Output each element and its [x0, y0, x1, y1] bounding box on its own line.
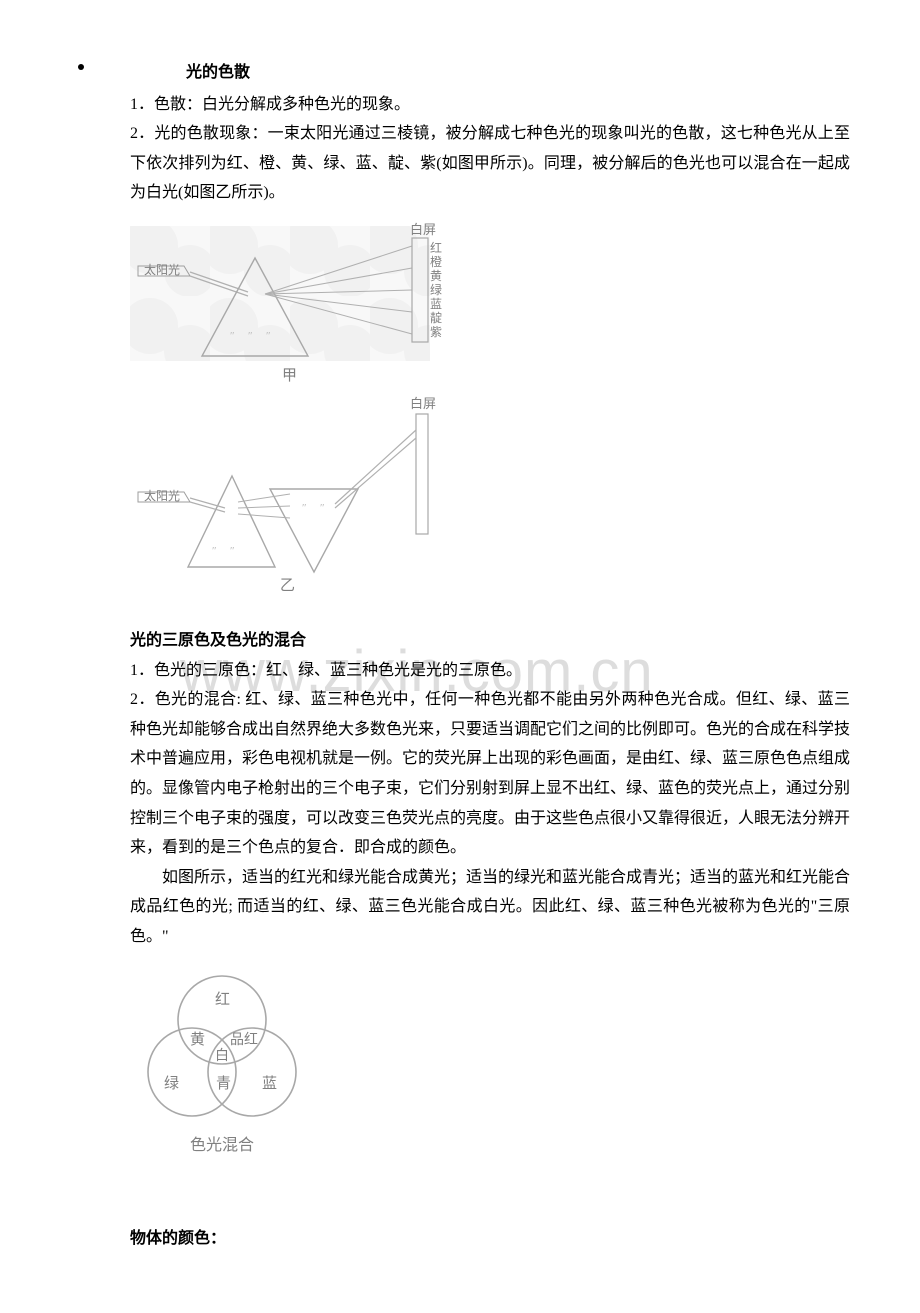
figure-prism-a: 太阳光 ″ ″ ″ 白屏 红 橙	[130, 216, 850, 386]
svg-text:″: ″	[302, 502, 307, 514]
svg-text:蓝: 蓝	[430, 297, 442, 311]
svg-text:品红: 品红	[230, 1032, 258, 1048]
caption-a: 甲	[282, 368, 297, 384]
paragraph: 2．光的色散现象：一束太阳光通过三棱镜，被分解成七种色光的现象叫光的色散，这七种…	[130, 119, 850, 208]
svg-text:黄: 黄	[430, 269, 442, 283]
svg-text:红: 红	[430, 240, 442, 255]
figure-prism-b: 白屏 太阳光 ″ ″ ″ ″	[130, 394, 850, 594]
section-title-primary-colors: 光的三原色及色光的混合	[130, 626, 850, 656]
svg-text:″: ″	[230, 330, 235, 342]
svg-text:白: 白	[215, 1048, 229, 1064]
caption-venn: 色光混合	[190, 1136, 254, 1154]
label-sunlight: 太阳光	[144, 262, 180, 277]
svg-text:太阳光: 太阳光	[144, 488, 180, 503]
svg-text:″: ″	[320, 502, 325, 514]
section-title-object-color: 物体的颜色：	[130, 1224, 850, 1254]
paragraph: 1．色光的三原色：红、绿、蓝三种色光是光的三原色。	[130, 656, 850, 686]
svg-text:″: ″	[266, 330, 271, 342]
svg-text:″: ″	[230, 545, 235, 557]
label-screen: 白屏	[410, 396, 436, 411]
svg-text:蓝: 蓝	[262, 1075, 277, 1092]
list-bullet	[78, 64, 84, 70]
paragraph: 2．色光的混合: 红、绿、蓝三种色光中，任何一种色光都不能由另外两种色光合成。但…	[130, 685, 850, 863]
svg-text:绿: 绿	[164, 1075, 179, 1092]
svg-text:黄: 黄	[190, 1031, 205, 1048]
svg-text:红: 红	[215, 991, 230, 1008]
svg-text:青: 青	[216, 1075, 231, 1092]
label-screen: 白屏	[410, 222, 436, 237]
svg-text:靛: 靛	[430, 311, 442, 325]
svg-text:″: ″	[248, 330, 253, 342]
section-title-dispersion: 光的色散	[186, 58, 850, 88]
svg-text:紫: 紫	[430, 325, 442, 339]
figure-color-venn: 红 黄 品红 白 绿 青 蓝 色光混合	[130, 960, 850, 1170]
paragraph: 如图所示，适当的红光和绿光能合成黄光；适当的绿光和蓝光能合成青光；适当的蓝光和红…	[130, 863, 850, 952]
paragraph: 1．色散：白光分解成多种色光的现象。	[130, 90, 850, 120]
svg-text:″: ″	[212, 545, 217, 557]
svg-text:橙: 橙	[430, 254, 442, 269]
svg-text:绿: 绿	[430, 282, 442, 297]
caption-b: 乙	[280, 578, 295, 594]
